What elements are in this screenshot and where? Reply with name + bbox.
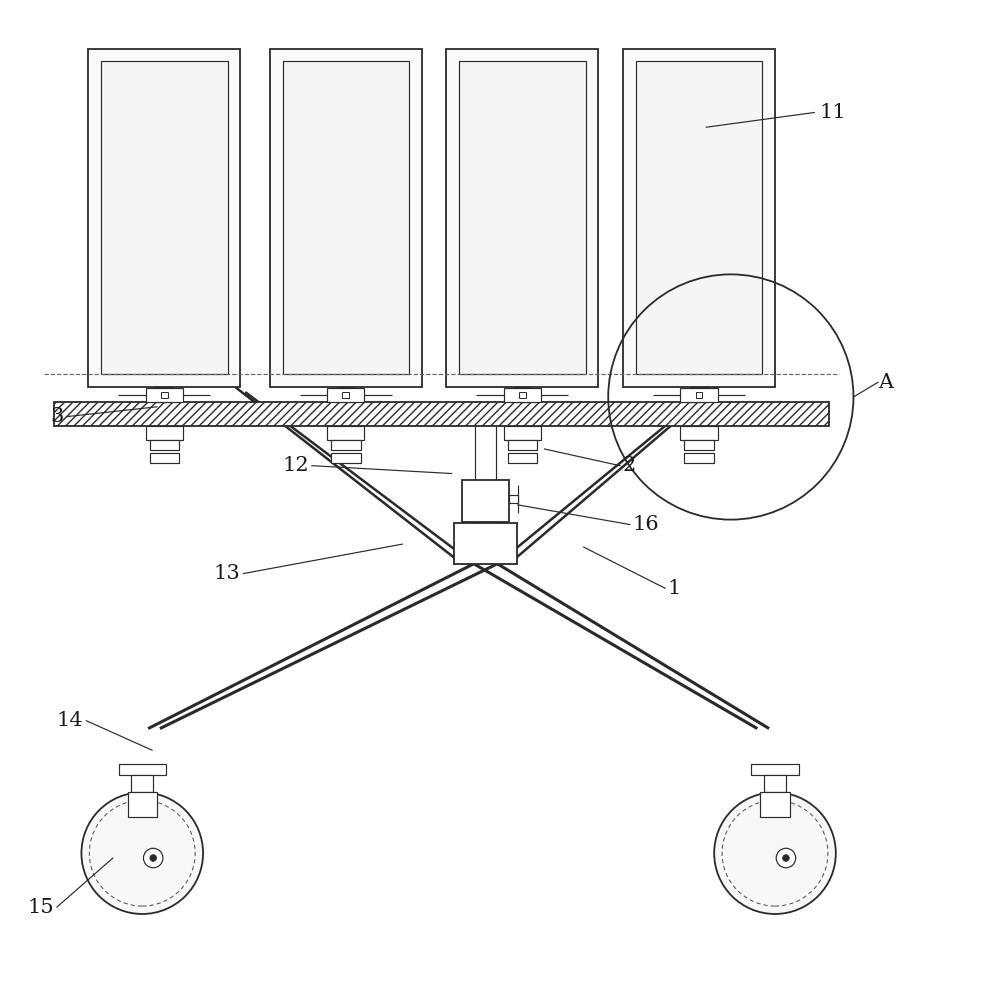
- Bar: [161, 392, 168, 398]
- Text: 3: 3: [50, 407, 64, 426]
- Circle shape: [776, 848, 796, 868]
- Bar: [145, 388, 183, 402]
- Bar: [519, 392, 526, 398]
- Text: 2: 2: [623, 456, 637, 475]
- Bar: [691, 387, 708, 402]
- Bar: [149, 440, 179, 450]
- Bar: [332, 453, 361, 463]
- Bar: [696, 392, 702, 398]
- Text: 12: 12: [283, 456, 309, 475]
- Bar: [328, 426, 365, 440]
- Bar: [685, 440, 714, 450]
- Bar: [342, 392, 349, 398]
- Circle shape: [81, 792, 203, 914]
- Bar: [446, 49, 598, 387]
- Text: 14: 14: [57, 711, 83, 730]
- Bar: [454, 523, 518, 564]
- Bar: [459, 61, 586, 374]
- Bar: [155, 387, 173, 402]
- Text: 16: 16: [633, 515, 659, 534]
- Bar: [270, 49, 422, 387]
- Text: A: A: [878, 373, 893, 392]
- Circle shape: [783, 855, 790, 861]
- Bar: [283, 61, 409, 374]
- Bar: [764, 775, 786, 792]
- Bar: [504, 426, 542, 440]
- Bar: [751, 764, 799, 775]
- Bar: [504, 388, 542, 402]
- Bar: [128, 792, 157, 817]
- Bar: [514, 387, 532, 402]
- Bar: [131, 775, 153, 792]
- Bar: [337, 387, 355, 402]
- Bar: [101, 61, 228, 374]
- Bar: [145, 426, 183, 440]
- Bar: [88, 49, 240, 387]
- Bar: [623, 49, 775, 387]
- Bar: [119, 764, 166, 775]
- Bar: [149, 453, 179, 463]
- Bar: [462, 480, 509, 522]
- Bar: [636, 61, 762, 374]
- Text: 13: 13: [214, 564, 240, 583]
- Bar: [54, 402, 829, 426]
- Bar: [332, 440, 361, 450]
- Bar: [508, 440, 538, 450]
- Bar: [509, 495, 518, 503]
- Circle shape: [150, 855, 157, 861]
- Circle shape: [714, 792, 836, 914]
- Text: 1: 1: [667, 579, 681, 598]
- Bar: [681, 388, 718, 402]
- Bar: [681, 426, 718, 440]
- Text: 11: 11: [819, 103, 846, 122]
- Circle shape: [143, 848, 163, 868]
- Bar: [685, 453, 714, 463]
- Bar: [508, 453, 538, 463]
- Bar: [328, 388, 365, 402]
- Text: 15: 15: [27, 898, 54, 917]
- Bar: [760, 792, 790, 817]
